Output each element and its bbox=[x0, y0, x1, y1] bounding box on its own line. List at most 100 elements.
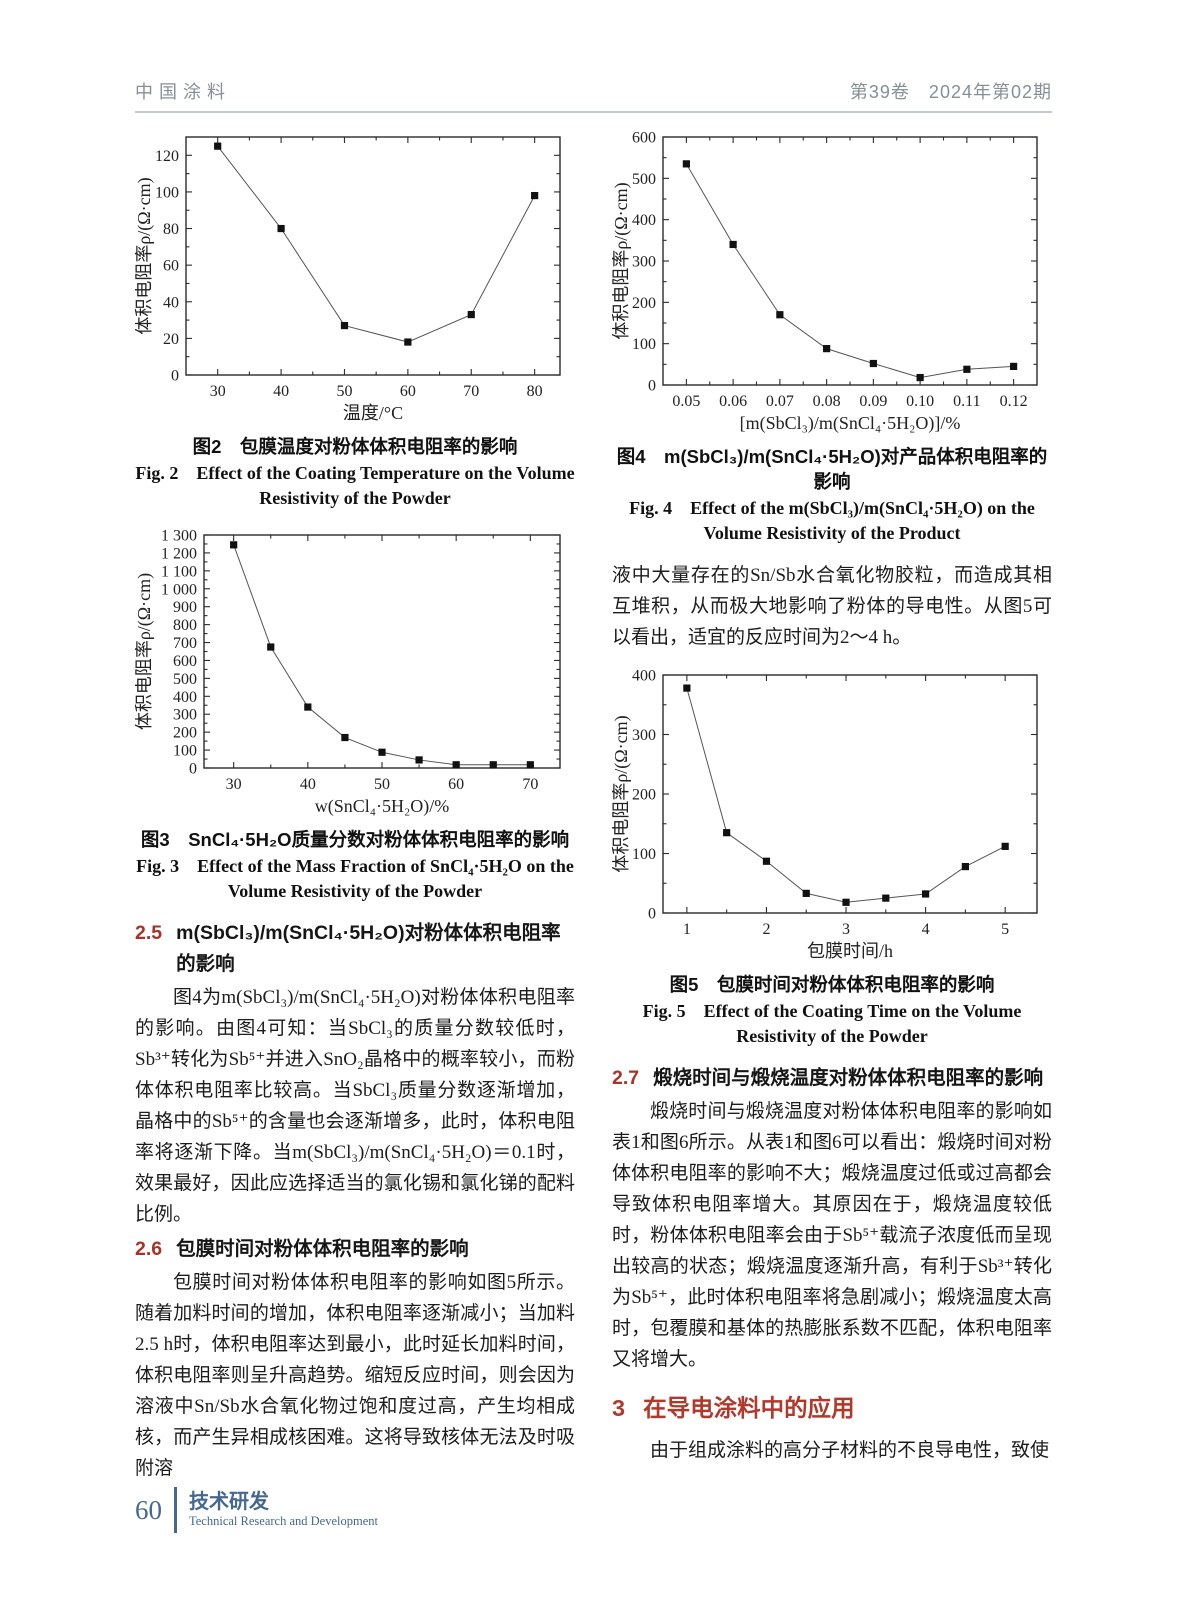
svg-text:600: 600 bbox=[632, 130, 656, 147]
svg-text:70: 70 bbox=[522, 776, 538, 793]
fig4-caption-zh: 图4 m(SbCl₃)/m(SnCl₄·5H₂O)对产品体积电阻率的影响 bbox=[616, 446, 1048, 492]
paragraph-2-6: 包膜时间对粉体体积电阻率的影响如图5所示。随着加料时间的增加，体积电阻率逐渐减小… bbox=[135, 1272, 575, 1479]
svg-text:20: 20 bbox=[163, 331, 179, 348]
fig5-chart: 1 2 3 4 5 0 100 200 300 400 包膜时间/h 体积电阻率ρ/(Ω·cm) bbox=[611, 665, 1052, 970]
svg-text:70: 70 bbox=[463, 383, 479, 400]
svg-text:温度/°C: 温度/°C bbox=[343, 403, 403, 423]
svg-text:30: 30 bbox=[210, 383, 226, 400]
section-2-7-title: 煅烧时间与煅烧温度对粉体体积电阻率的影响 bbox=[653, 1067, 1044, 1089]
svg-text:0.09: 0.09 bbox=[859, 393, 887, 410]
svg-text:体积电阻率ρ/(Ω·cm): 体积电阻率ρ/(Ω·cm) bbox=[612, 182, 632, 339]
svg-text:4: 4 bbox=[922, 921, 930, 938]
svg-text:80: 80 bbox=[163, 221, 179, 238]
issue-info: 第39卷 2024年第02期 bbox=[849, 82, 1052, 102]
svg-text:40: 40 bbox=[300, 776, 316, 793]
svg-text:5: 5 bbox=[1001, 921, 1009, 938]
svg-text:0: 0 bbox=[648, 906, 656, 923]
footer-section-en: Technical Research and Development bbox=[189, 1514, 378, 1528]
svg-text:体积电阻率ρ/(Ω·cm): 体积电阻率ρ/(Ω·cm) bbox=[135, 573, 155, 730]
fig4-caption-en: Fig. 4 Effect of the m(SbCl₃)/m(SnCl₄·5H… bbox=[629, 498, 1035, 543]
section-2-5-heading: 2.5 m(SbCl₃)/m(SnCl₄·5H₂O)对粉体体积电阻率的影响 bbox=[135, 918, 575, 980]
svg-text:400: 400 bbox=[173, 689, 197, 706]
section-3-number: 3 bbox=[612, 1395, 626, 1421]
svg-text:包膜时间/h: 包膜时间/h bbox=[807, 941, 893, 961]
svg-text:0.06: 0.06 bbox=[719, 393, 747, 410]
svg-text:1 300: 1 300 bbox=[161, 528, 197, 545]
right-column: 0.05 0.06 0.07 0.08 0.09 0.10 0.11 0.12 0 100 200 3… bbox=[611, 127, 1052, 1484]
fig5-caption-zh: 图5 包膜时间对粉体体积电阻率的影响 bbox=[669, 974, 995, 995]
svg-text:60: 60 bbox=[448, 776, 464, 793]
page-header: 中国涂料 第39卷 2024年第02期 bbox=[135, 78, 1052, 113]
fig3-chart: 30 40 50 60 70 0 100 200 300 400 500 600 700 800 900 1 … bbox=[134, 525, 575, 825]
page-number: 60 bbox=[135, 1494, 162, 1525]
fig2-caption: 图2 包膜温度对粉体体积电阻率的影响 Fig. 2 Effect of the … bbox=[135, 434, 575, 511]
svg-text:40: 40 bbox=[163, 294, 179, 311]
section-2-7-number: 2.7 bbox=[612, 1067, 640, 1089]
footer-divider bbox=[174, 1487, 177, 1533]
fig2-caption-zh: 图2 包膜温度对粉体体积电阻率的影响 bbox=[192, 436, 518, 457]
paragraph-continuation: 液中大量存在的Sn/Sb水合氧化物胶粒，而造成其相互堆积，从而极大地影响了粉体的… bbox=[612, 565, 1052, 648]
section-2-6-heading: 2.6 包膜时间对粉体体积电阻率的影响 bbox=[135, 1234, 575, 1265]
svg-text:120: 120 bbox=[155, 148, 179, 165]
journal-name: 中国涂料 bbox=[135, 82, 231, 102]
svg-text:0.08: 0.08 bbox=[813, 393, 841, 410]
section-2-5-title: m(SbCl₃)/m(SnCl₄·5H₂O)对粉体体积电阻率的影响 bbox=[176, 922, 561, 975]
svg-text:0: 0 bbox=[189, 761, 197, 778]
svg-text:2: 2 bbox=[762, 921, 770, 938]
svg-text:80: 80 bbox=[527, 383, 543, 400]
section-3-title: 在导电涂料中的应用 bbox=[643, 1395, 855, 1421]
svg-text:w(SnCl₄·5H₂O)/%: w(SnCl₄·5H₂O)/% bbox=[315, 796, 450, 817]
svg-text:3: 3 bbox=[842, 921, 850, 938]
svg-text:30: 30 bbox=[226, 776, 242, 793]
svg-text:500: 500 bbox=[173, 671, 197, 688]
svg-text:700: 700 bbox=[173, 635, 197, 652]
svg-text:300: 300 bbox=[632, 727, 656, 744]
svg-text:800: 800 bbox=[173, 617, 197, 634]
svg-text:500: 500 bbox=[632, 171, 656, 188]
footer-section-zh: 技术研发 bbox=[189, 1491, 269, 1513]
page-footer: 60 技术研发 Technical Research and Developme… bbox=[135, 1487, 378, 1533]
svg-text:50: 50 bbox=[336, 383, 352, 400]
svg-text:1 100: 1 100 bbox=[161, 563, 197, 580]
section-2-5-number: 2.5 bbox=[135, 922, 163, 944]
left-column: 30 40 50 60 70 80 0 20 40 60 80 100 120 温度/°C 体积电阻率ρ/(… bbox=[134, 127, 575, 1484]
fig4-chart: 0.05 0.06 0.07 0.08 0.09 0.10 0.11 0.12 0 100 200 3… bbox=[611, 127, 1052, 442]
section-2-7-heading: 2.7 煅烧时间与煅烧温度对粉体体积电阻率的影响 bbox=[612, 1063, 1052, 1094]
svg-text:1: 1 bbox=[683, 921, 691, 938]
svg-text:600: 600 bbox=[173, 653, 197, 670]
fig5-caption: 图5 包膜时间对粉体体积电阻率的影响 Fig. 5 Effect of the … bbox=[612, 972, 1052, 1049]
section-2-6-title: 包膜时间对粉体体积电阻率的影响 bbox=[176, 1238, 469, 1260]
svg-text:400: 400 bbox=[632, 668, 656, 685]
fig2-caption-en: Fig. 2 Effect of the Coating Temperature… bbox=[135, 463, 575, 508]
paragraph-3: 由于组成涂料的高分子材料的不良导电性，致使 bbox=[650, 1440, 1050, 1461]
svg-text:300: 300 bbox=[632, 254, 656, 271]
fig4-caption: 图4 m(SbCl₃)/m(SnCl₄·5H₂O)对产品体积电阻率的影响 Fig… bbox=[612, 444, 1052, 546]
svg-text:[m(SbCl₃)/m(SnCl₄·5H₂O)]/%: [m(SbCl₃)/m(SnCl₄·5H₂O)]/% bbox=[740, 413, 961, 434]
svg-text:60: 60 bbox=[163, 258, 179, 275]
fig3-caption-zh: 图3 SnCl₄·5H₂O质量分数对粉体体积电阻率的影响 bbox=[140, 829, 570, 850]
svg-text:200: 200 bbox=[173, 725, 197, 742]
paragraph-2-7: 煅烧时间与煅烧温度对粉体体积电阻率的影响如表1和图6所示。从表1和图6可以看出：… bbox=[612, 1101, 1052, 1370]
svg-text:100: 100 bbox=[632, 336, 656, 353]
svg-text:400: 400 bbox=[632, 212, 656, 229]
svg-text:50: 50 bbox=[374, 776, 390, 793]
fig5-caption-en: Fig. 5 Effect of the Coating Time on the… bbox=[642, 1001, 1022, 1046]
section-2-6-number: 2.6 bbox=[135, 1238, 163, 1260]
section-3-heading: 3 在导电涂料中的应用 bbox=[612, 1393, 1052, 1423]
svg-text:200: 200 bbox=[632, 787, 656, 804]
svg-text:40: 40 bbox=[273, 383, 289, 400]
svg-text:1 000: 1 000 bbox=[161, 581, 197, 598]
svg-text:0.05: 0.05 bbox=[672, 393, 700, 410]
svg-text:200: 200 bbox=[632, 295, 656, 312]
svg-text:体积电阻率ρ/(Ω·cm): 体积电阻率ρ/(Ω·cm) bbox=[135, 177, 155, 334]
svg-text:100: 100 bbox=[173, 743, 197, 760]
svg-text:300: 300 bbox=[173, 707, 197, 724]
svg-text:0.12: 0.12 bbox=[1000, 393, 1028, 410]
svg-text:1 200: 1 200 bbox=[161, 545, 197, 562]
svg-text:0: 0 bbox=[648, 378, 656, 395]
paragraph-2-5: 图4为m(SbCl₃)/m(SnCl₄·5H₂O)对粉体体积电阻率的影响。由图4… bbox=[135, 987, 575, 1225]
fig3-caption: 图3 SnCl₄·5H₂O质量分数对粉体体积电阻率的影响 Fig. 3 Effe… bbox=[135, 827, 575, 904]
fig3-caption-en: Fig. 3 Effect of the Mass Fraction of Sn… bbox=[136, 856, 574, 901]
svg-text:100: 100 bbox=[632, 846, 656, 863]
